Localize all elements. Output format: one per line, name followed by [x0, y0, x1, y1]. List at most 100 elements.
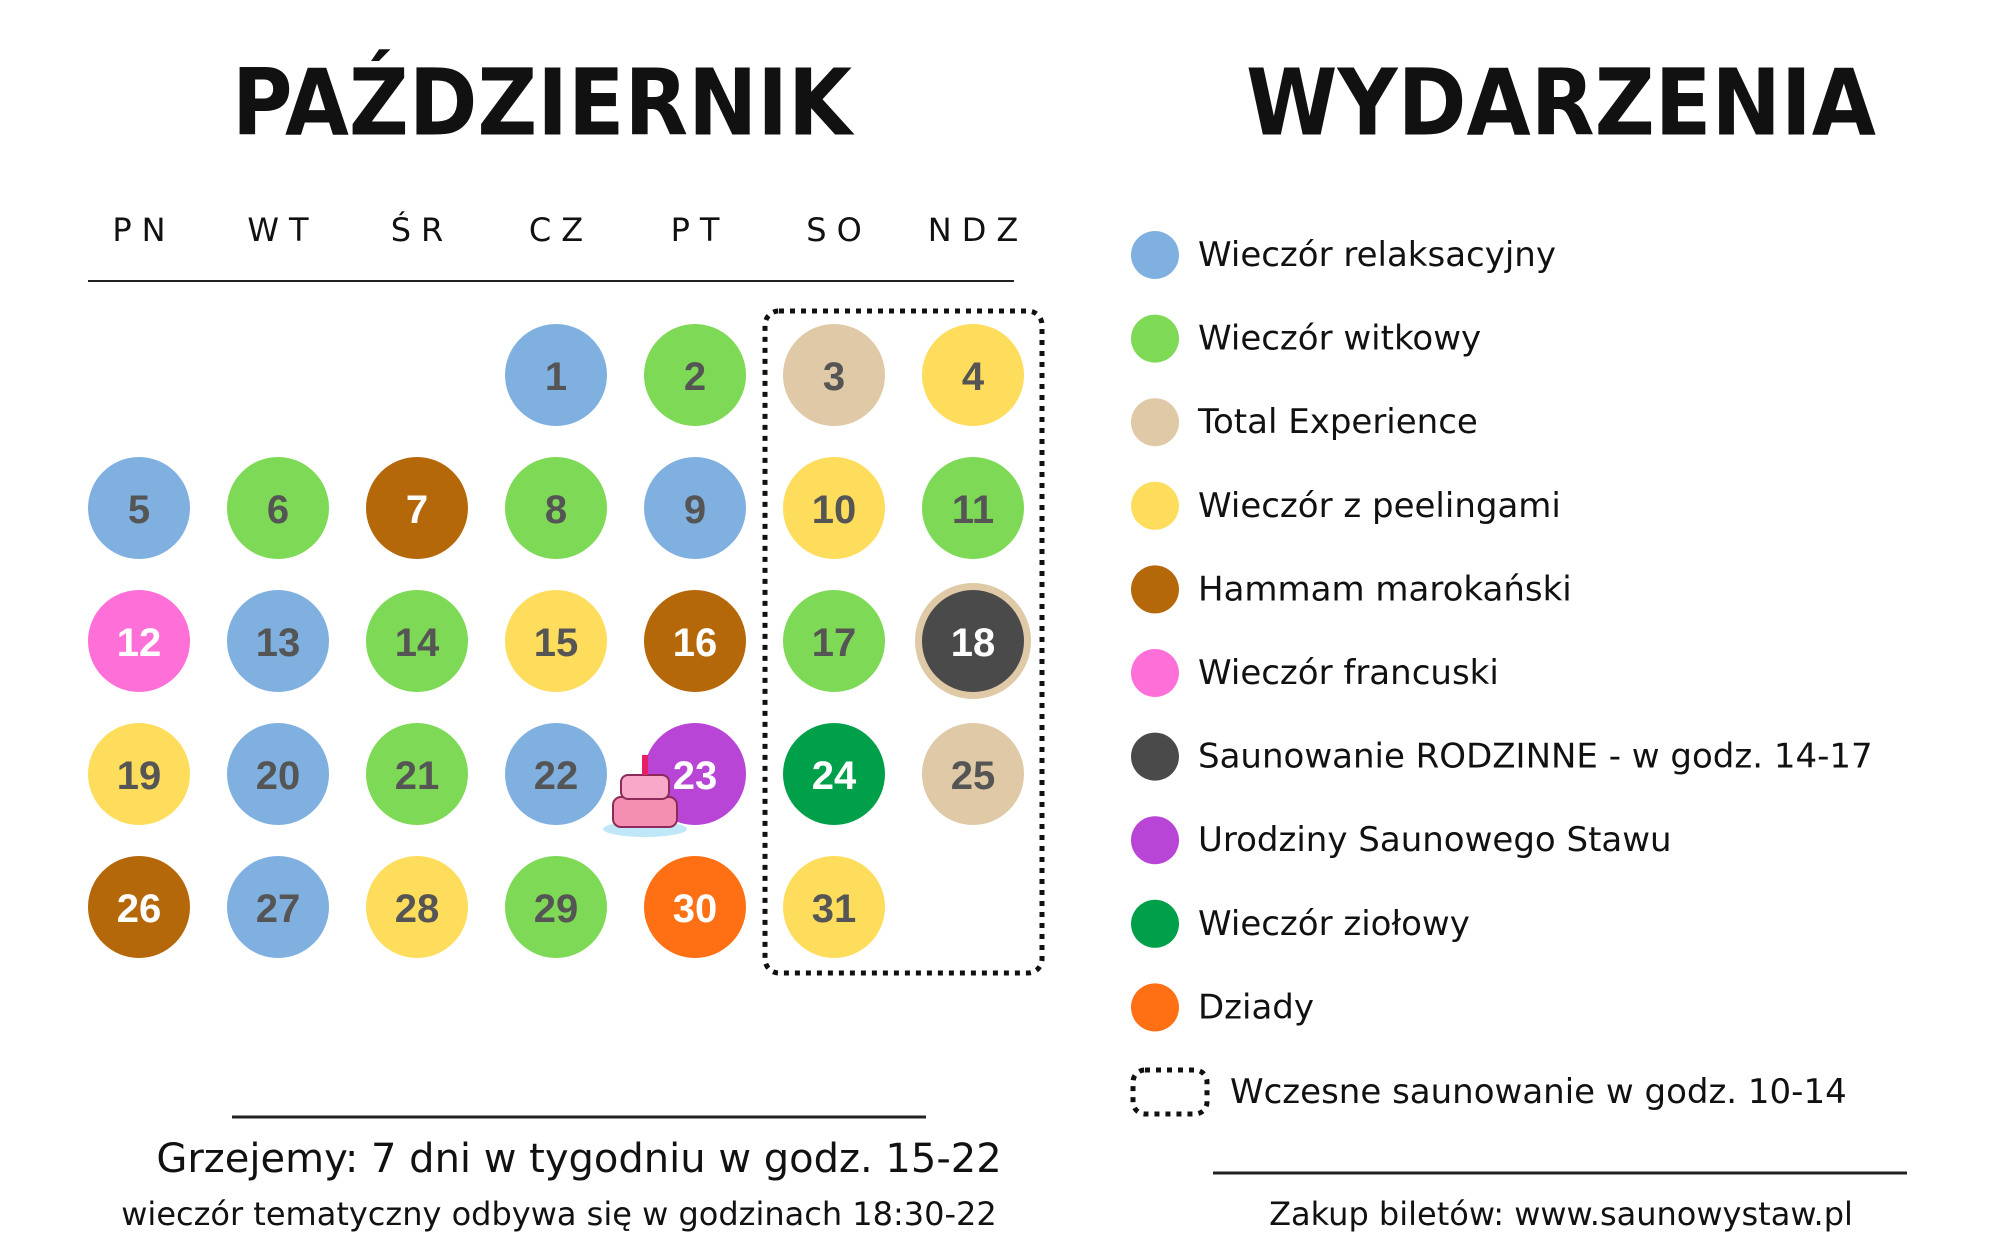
day-circle — [783, 590, 885, 692]
legend-label: Urodziny Saunowego Stawu — [1198, 820, 1672, 860]
day-circle — [227, 590, 329, 692]
cake-tier — [620, 774, 670, 800]
day-number: 1 — [545, 355, 567, 399]
day-circle — [922, 324, 1024, 426]
legend-label: Wieczór francuski — [1198, 653, 1499, 693]
legend-dot — [1131, 481, 1179, 530]
day-circle — [366, 590, 468, 692]
day-number: 24 — [812, 754, 857, 798]
legend-label: Dziady — [1198, 987, 1314, 1027]
footer-theme-hours: wieczór tematyczny odbywa się w godzinac… — [121, 1195, 997, 1233]
legend-label: Wieczór relaksacyjny — [1198, 235, 1556, 275]
day-circle — [88, 723, 190, 825]
legend-label: Wieczór witkowy — [1198, 319, 1481, 359]
day-circle — [922, 590, 1024, 692]
day-number: 2 — [684, 355, 706, 399]
candle — [642, 755, 648, 775]
legend-dot — [1131, 983, 1179, 1032]
day-number: 26 — [117, 887, 162, 931]
weekday: CZ — [529, 211, 593, 249]
legend-dot — [1131, 732, 1179, 781]
day-circle — [505, 590, 607, 692]
day-number: 10 — [812, 488, 857, 532]
day-circle — [88, 457, 190, 559]
day-number: 23 — [673, 754, 718, 798]
day-number: 25 — [951, 754, 996, 798]
day-circle — [783, 723, 885, 825]
legend-dot — [1131, 649, 1179, 697]
day-circle — [922, 457, 1024, 559]
day-number: 27 — [256, 887, 301, 931]
legend-label: Total Experience — [1197, 402, 1478, 442]
legend-label: Wczesne saunowanie w godz. 10-14 — [1230, 1072, 1847, 1112]
day-circle — [644, 457, 746, 559]
day-number: 30 — [673, 887, 718, 931]
day-circle — [505, 723, 607, 825]
day-circle — [505, 324, 607, 426]
legend-label: Saunowanie RODZINNE - w godz. 14-17 — [1198, 737, 1873, 777]
day-number: 28 — [395, 887, 440, 931]
legend-dot — [1131, 398, 1179, 447]
legend-dot — [1131, 899, 1179, 948]
legend: Wieczór relaksacyjny Wieczór witkowy Total… — [1131, 231, 1873, 1032]
footer-hours: Grzejemy: 7 dni w tygodniu w godz. 15-22 — [156, 1136, 1001, 1182]
day-circle — [783, 457, 885, 559]
day-circle — [922, 723, 1024, 825]
legend-label: Wieczór z peelingami — [1198, 486, 1561, 526]
day-circle — [88, 856, 190, 958]
day-circle — [505, 457, 607, 559]
day-circle — [227, 457, 329, 559]
early-sauna-frame — [762, 308, 1045, 976]
day-circle — [644, 856, 746, 958]
legend-label: Wieczór ziołowy — [1198, 904, 1470, 944]
legend-dot — [1131, 314, 1179, 363]
day-number: 11 — [952, 488, 994, 532]
calendar-title: PAŹDZIERNIK — [232, 49, 855, 157]
day-number: 16 — [673, 621, 718, 665]
legend-dot — [1131, 231, 1179, 279]
legend-dotted-box — [1130, 1067, 1210, 1117]
day-number: 12 — [117, 621, 162, 665]
day-number: 3 — [823, 355, 845, 399]
day-number: 18 — [951, 621, 996, 665]
legend-label: Hammam marokański — [1198, 569, 1572, 609]
day-circle — [227, 723, 329, 825]
weekday: PT — [671, 211, 730, 249]
cake-icon — [603, 755, 687, 837]
weekday: WT — [247, 211, 318, 249]
weekday: PN — [112, 211, 175, 249]
legend-dot — [1131, 565, 1179, 614]
footer-tickets: Zakup biletów: www.saunowystaw.pl — [1269, 1195, 1853, 1233]
day-number: 9 — [684, 488, 706, 532]
day-number: 15 — [534, 621, 579, 665]
weekday: ŚR — [391, 210, 454, 249]
day-number: 5 — [128, 488, 150, 532]
day-circle — [366, 457, 468, 559]
day-number: 6 — [267, 488, 289, 532]
day-number: 29 — [534, 887, 579, 931]
legend-dot — [1131, 816, 1179, 865]
day-circle — [366, 723, 468, 825]
day-circle — [783, 324, 885, 426]
day-number: 19 — [117, 754, 162, 798]
events-title: WYDARZENIA — [1246, 50, 1876, 157]
cake-tier — [612, 796, 678, 828]
day-number: 4 — [962, 355, 985, 399]
weekday: NDZ — [928, 211, 1029, 249]
day-number: 17 — [812, 621, 857, 665]
day-number: 14 — [395, 621, 440, 665]
day-number: 31 — [812, 887, 857, 931]
day-circle — [227, 856, 329, 958]
day-number: 8 — [545, 488, 567, 532]
day-number: 22 — [534, 754, 579, 798]
day-number: 7 — [406, 488, 428, 532]
day-circle — [783, 856, 885, 958]
day-number: 13 — [256, 621, 301, 665]
day-circle — [644, 324, 746, 426]
day-circle — [505, 856, 607, 958]
day-number: 21 — [395, 754, 440, 798]
weekday: SO — [806, 211, 872, 249]
day-circle — [88, 590, 190, 692]
